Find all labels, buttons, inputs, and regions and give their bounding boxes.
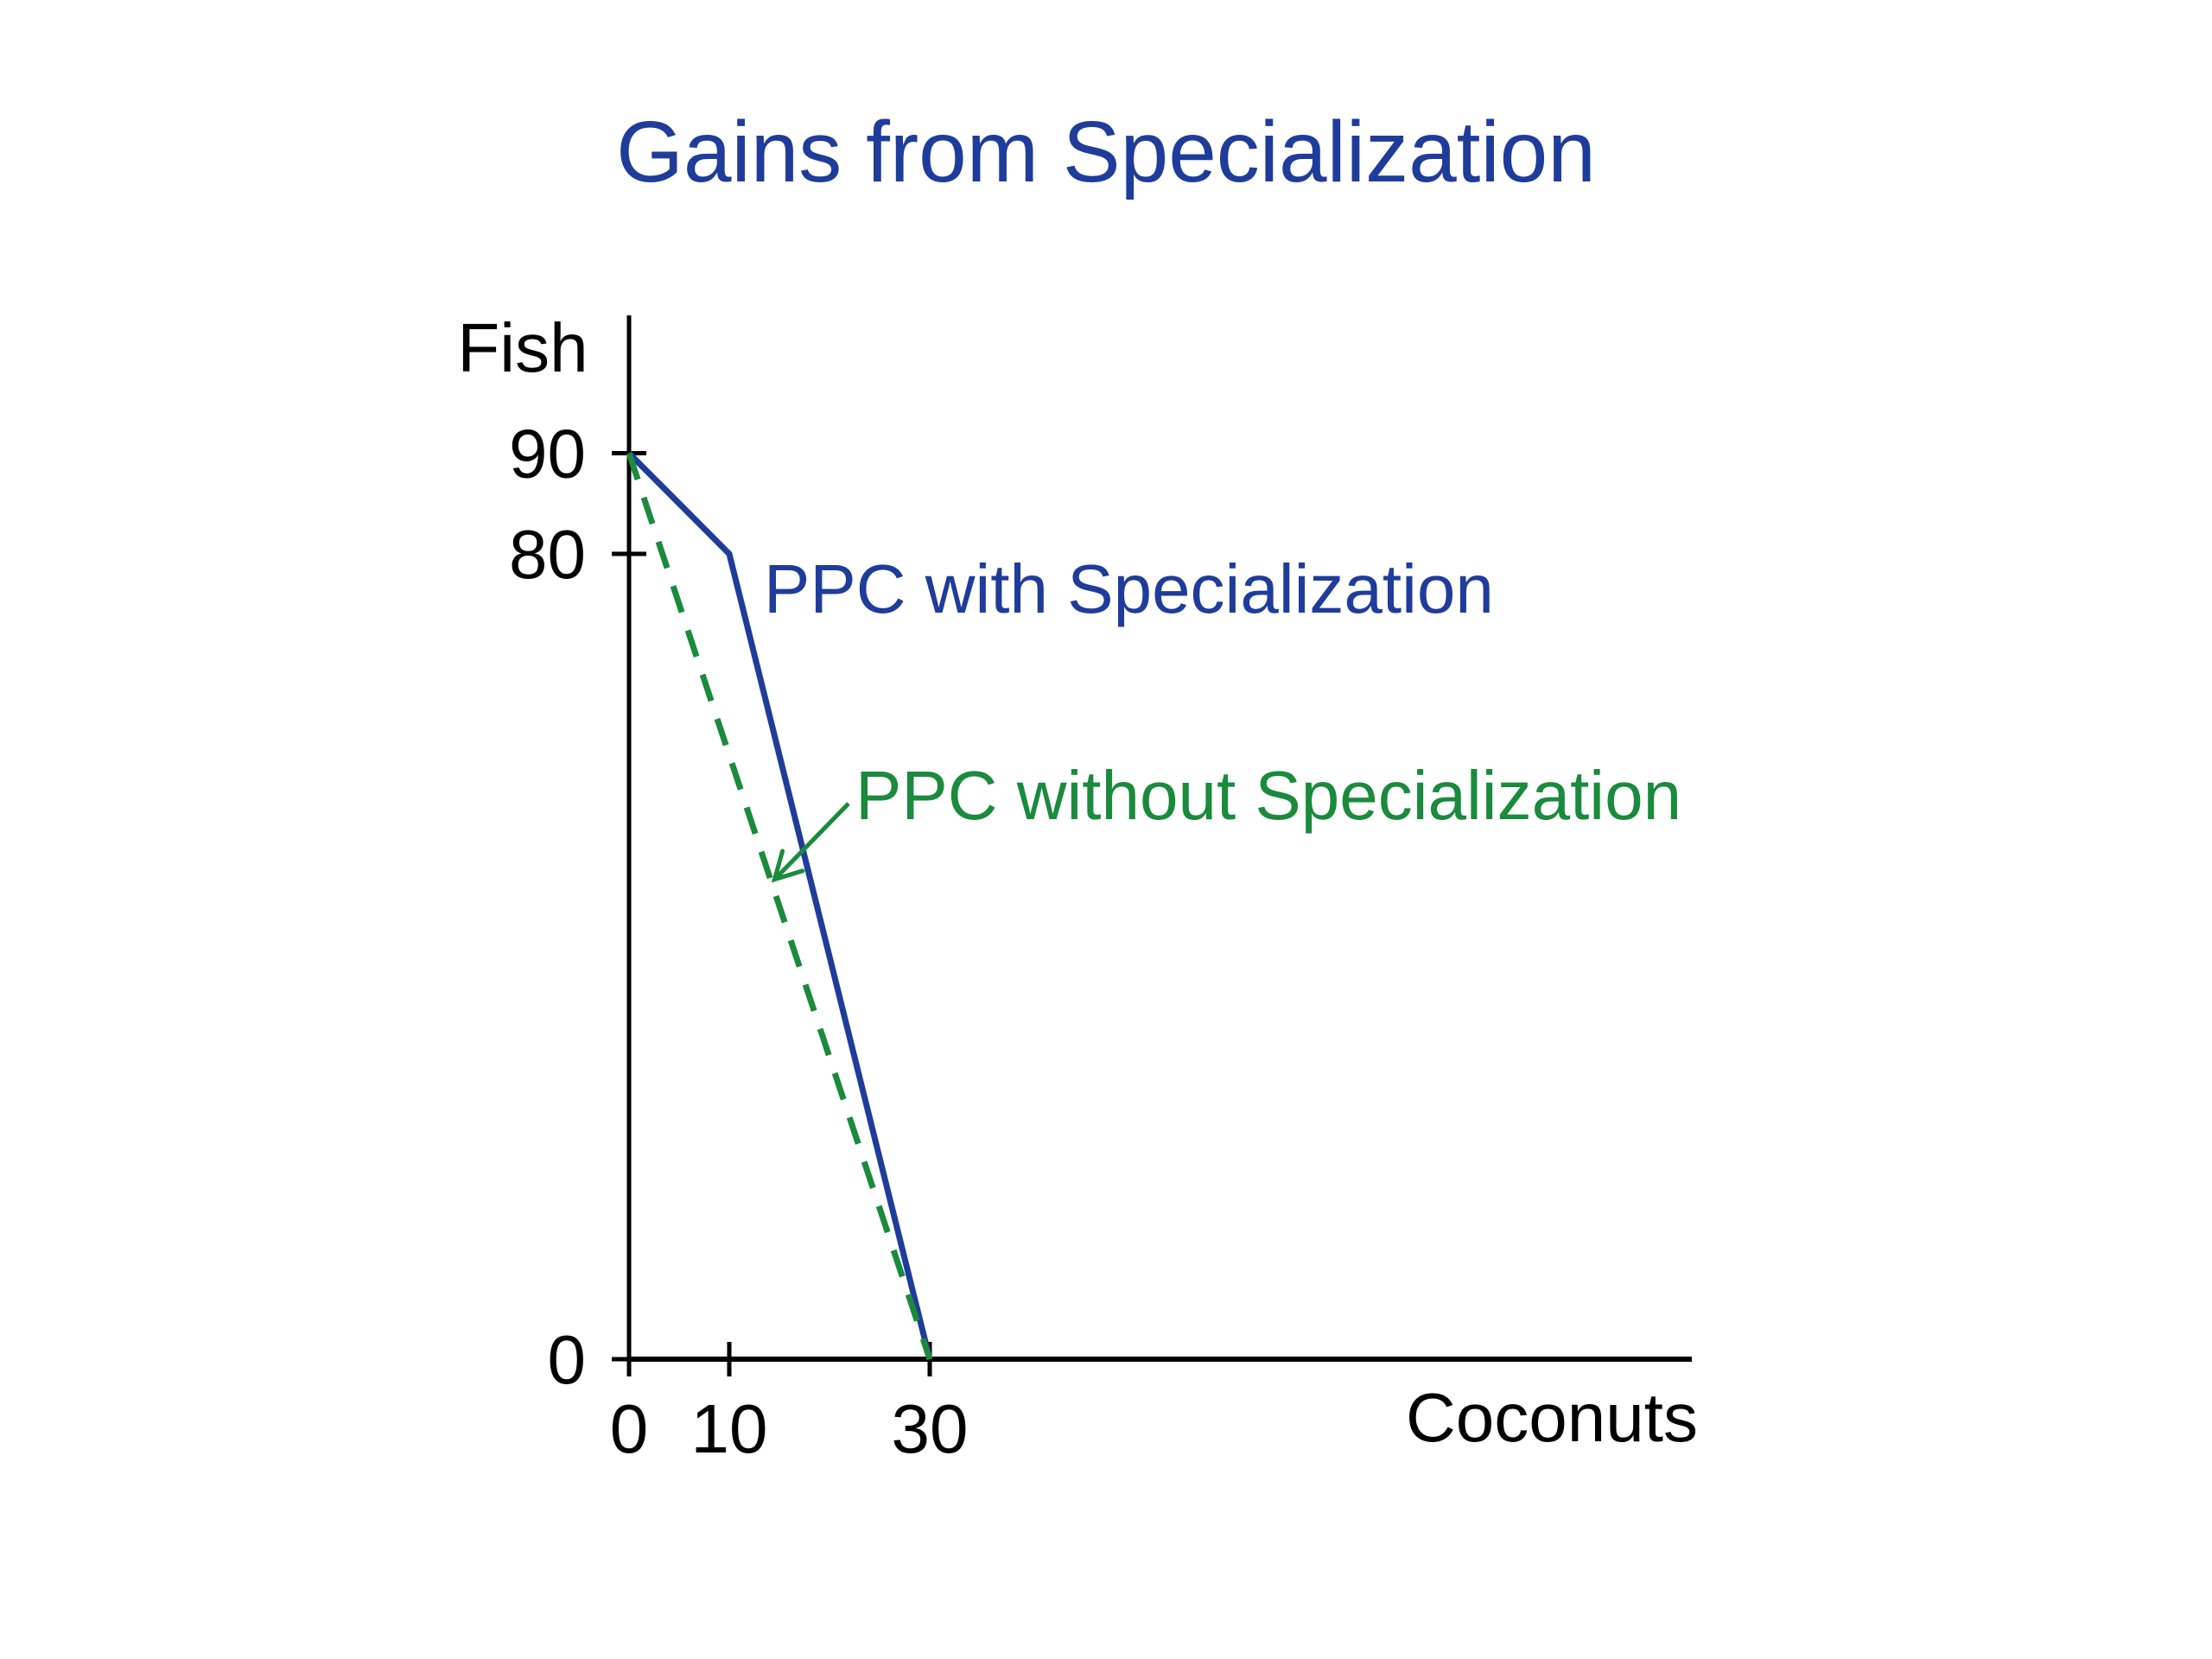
series-line-without-specialization bbox=[626, 452, 933, 1361]
x-tick-label: 10 bbox=[691, 1390, 768, 1467]
series-line-with-specialization bbox=[626, 451, 933, 1360]
annotations: PPC with Specialization PPC without Speci… bbox=[764, 550, 1681, 883]
series-group bbox=[626, 451, 933, 1361]
label-ppc-without-specialization: PPC without Specialization bbox=[855, 757, 1681, 834]
annotation-arrow-head bbox=[771, 849, 805, 883]
x-tick-label: 0 bbox=[610, 1390, 649, 1467]
y-tick-label: 80 bbox=[509, 516, 586, 593]
annotation-arrow-shaft bbox=[772, 802, 850, 881]
y-tick-label: 0 bbox=[548, 1321, 587, 1398]
axes bbox=[626, 315, 1692, 1362]
x-tick-label: 30 bbox=[892, 1390, 969, 1467]
y-axis-label: Fish bbox=[457, 309, 588, 386]
label-ppc-with-specialization: PPC with Specialization bbox=[764, 550, 1494, 627]
y-tick-label: 90 bbox=[509, 416, 586, 493]
x-axis-label: Coconuts bbox=[1406, 1379, 1698, 1456]
chart-title: Gains from Specialization bbox=[616, 104, 1596, 200]
ticks: 0 80 90 0 10 30 bbox=[509, 416, 968, 1468]
